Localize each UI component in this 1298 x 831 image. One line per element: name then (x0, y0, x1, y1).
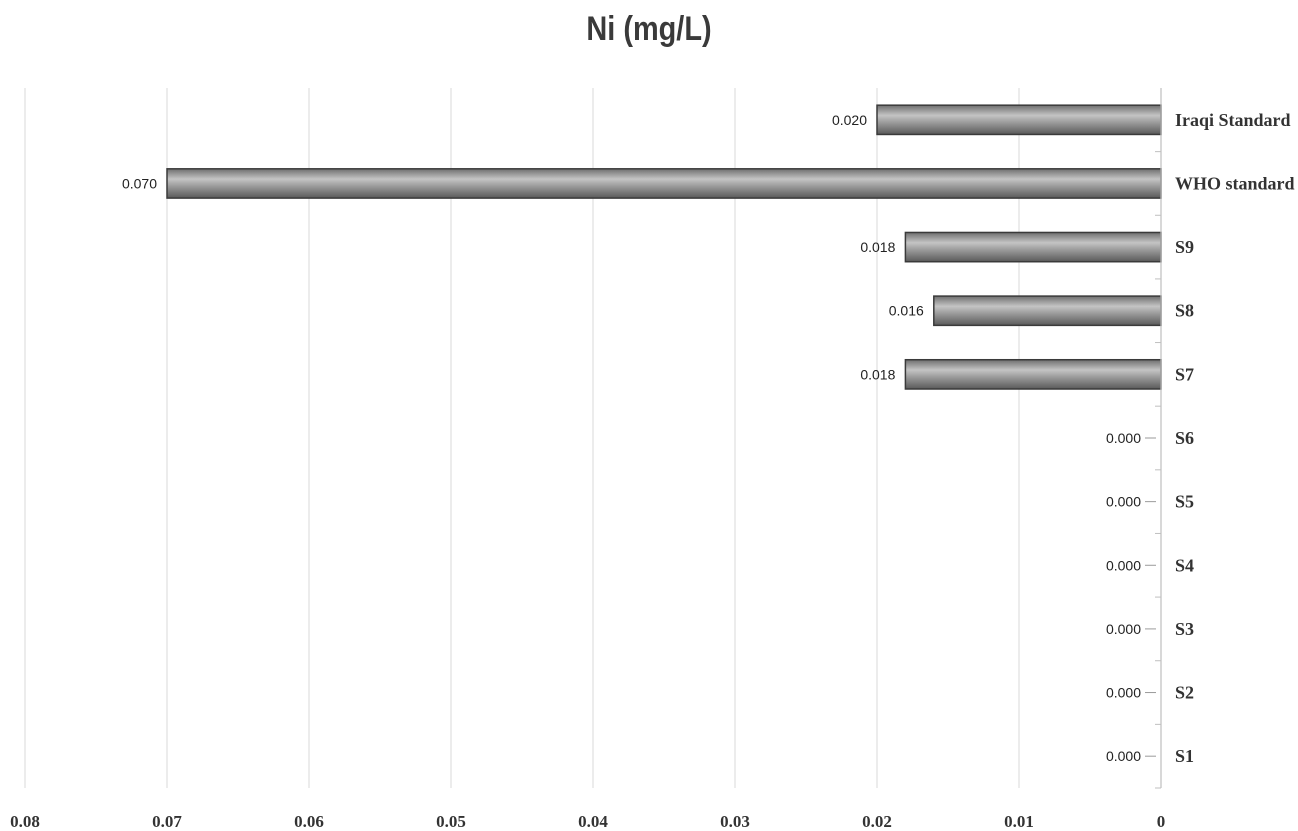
category-label: S4 (1175, 555, 1194, 575)
x-tick-label: 0.05 (436, 812, 466, 831)
x-tick-label: 0.01 (1004, 812, 1034, 831)
category-label: S6 (1175, 428, 1194, 448)
category-label: S3 (1175, 619, 1194, 639)
category-label: S8 (1175, 301, 1194, 321)
x-tick-label: 0.04 (578, 812, 608, 831)
data-label: 0.018 (860, 366, 895, 382)
chart-title: Ni (mg/L) (586, 10, 712, 48)
x-tick-label: 0.02 (862, 812, 892, 831)
category-label: S2 (1175, 683, 1194, 703)
grid-lines (24, 88, 1020, 788)
data-label: 0.020 (832, 112, 867, 128)
category-label: S7 (1175, 364, 1194, 384)
data-label: 0.000 (1106, 430, 1141, 446)
axes: 0.08 0.07 0.06 0.05 0.04 0.03 0.02 0.01 0 S1 S2 S3 S… (10, 88, 1295, 831)
x-tick-label: 0.08 (10, 812, 40, 831)
data-label: 0.070 (122, 175, 157, 191)
category-label: WHO standard (1175, 173, 1295, 193)
x-tick-label: 0.07 (152, 812, 182, 831)
data-label: 0.000 (1106, 685, 1141, 701)
data-label: 0.000 (1106, 494, 1141, 510)
x-tick-label: 0.06 (294, 812, 324, 831)
data-label: 0.016 (889, 303, 924, 319)
category-label: Iraqi Standard (1175, 110, 1291, 130)
bar (933, 295, 1162, 327)
data-label: 0.000 (1106, 748, 1141, 764)
bar (904, 358, 1162, 390)
category-label: S5 (1175, 492, 1194, 512)
bar (876, 104, 1162, 136)
bar (904, 231, 1162, 263)
category-label: S9 (1175, 237, 1194, 257)
bars: 0.000 0.000 0.000 0.000 0.000 0.000 0.018 0.016… (122, 104, 1162, 764)
category-label: S1 (1175, 746, 1194, 766)
x-tick-label: 0.03 (720, 812, 750, 831)
data-label: 0.018 (860, 239, 895, 255)
x-tick-label: 0 (1157, 812, 1166, 831)
bar (166, 168, 1162, 199)
data-label: 0.000 (1106, 557, 1141, 573)
data-label: 0.000 (1106, 621, 1141, 637)
